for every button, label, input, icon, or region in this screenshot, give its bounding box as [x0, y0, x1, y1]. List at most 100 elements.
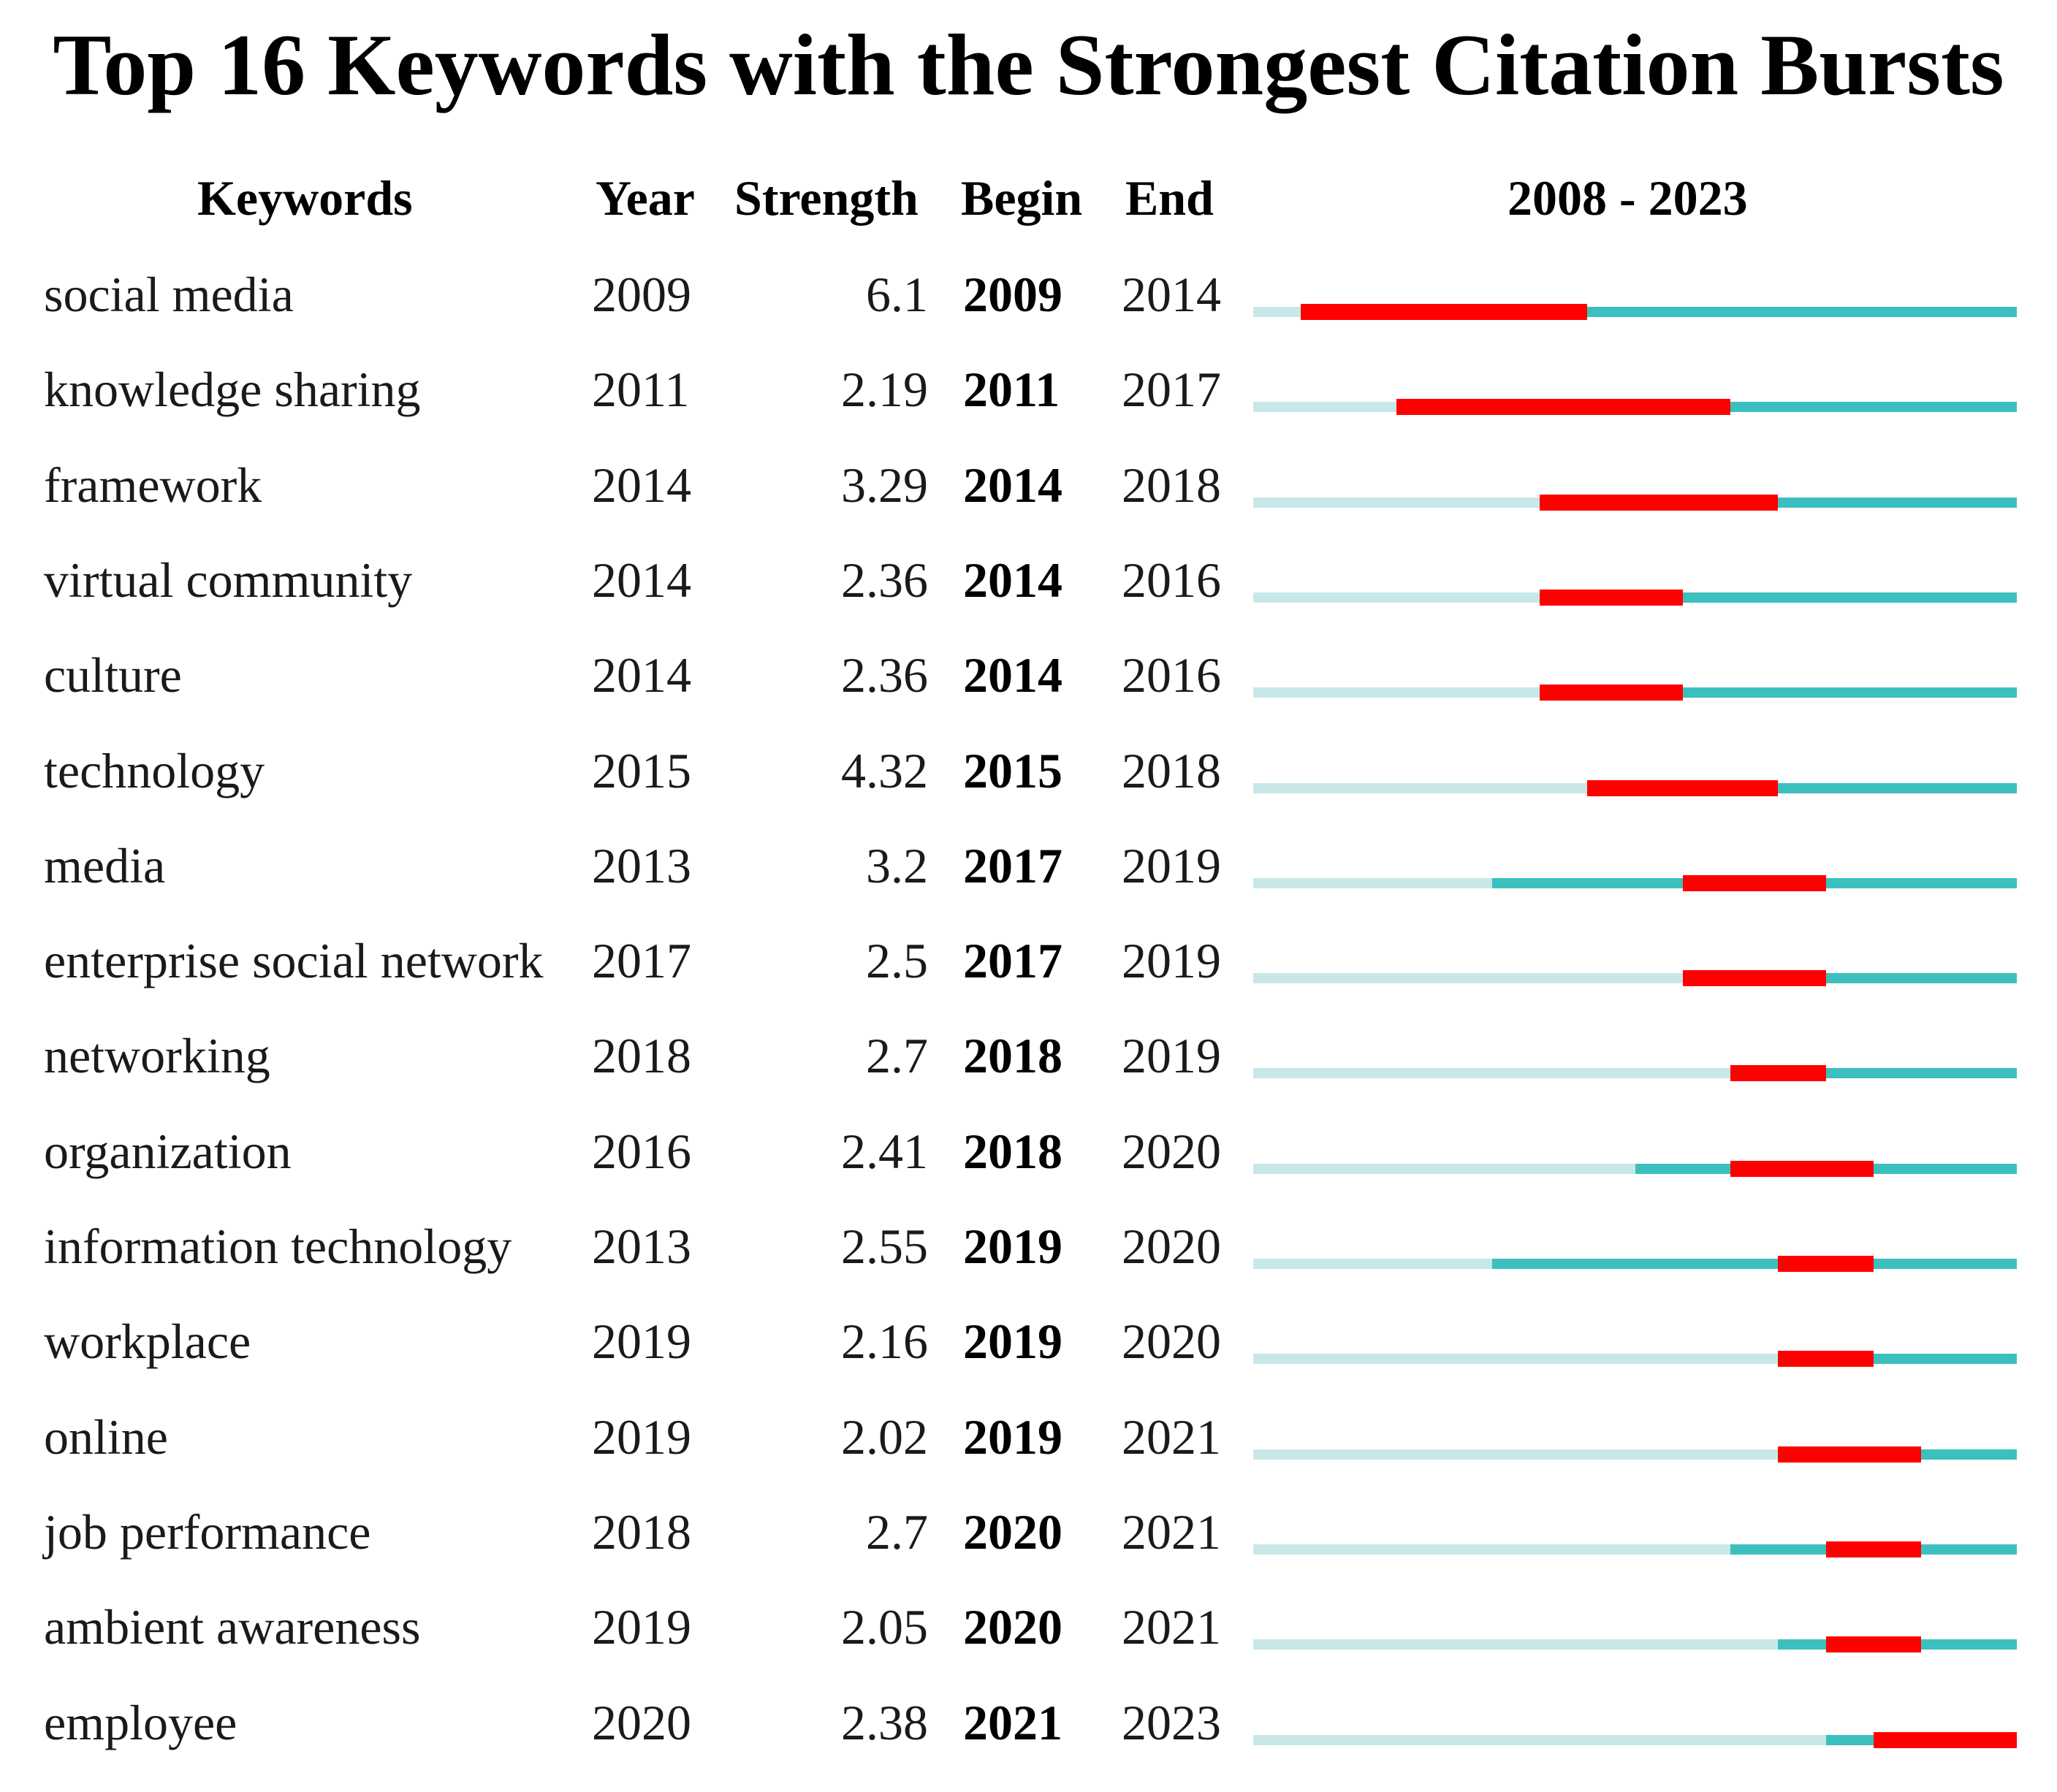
year-cell: 2019: [592, 1599, 691, 1655]
year-cell: 2011: [592, 362, 690, 418]
strength-cell: 2.19: [841, 362, 928, 418]
year-cell: 2009: [592, 267, 691, 322]
table-row: workplace 2019 2.16 2019 2020: [0, 1301, 2057, 1396]
end-cell: 2016: [1122, 647, 1221, 704]
burst-timeline: [1253, 1541, 2017, 1557]
end-cell: 2020: [1122, 1123, 1221, 1179]
strength-cell: 2.36: [841, 552, 928, 608]
year-cell: 2014: [592, 457, 691, 513]
table-row: knowledge sharing 2011 2.19 2011 2017: [0, 349, 2057, 444]
year-cell: 2018: [592, 1503, 691, 1560]
header-year: Year: [596, 170, 695, 226]
keyword-cell: job performance: [44, 1503, 371, 1560]
end-cell: 2018: [1122, 742, 1221, 798]
burst-timeline: [1253, 1351, 2017, 1368]
timeline-burst-segment: [1825, 1541, 1922, 1557]
table-row: virtual community 2014 2.36 2014 2016: [0, 540, 2057, 635]
timeline-burst-segment: [1396, 399, 1731, 416]
begin-cell: 2014: [963, 552, 1062, 608]
begin-cell: 2017: [963, 933, 1062, 989]
year-cell: 2015: [592, 742, 691, 798]
table-row: media 2013 3.2 2017 2019: [0, 826, 2057, 920]
burst-timeline: [1253, 685, 2017, 701]
keyword-cell: framework: [44, 457, 262, 513]
begin-cell: 2021: [963, 1694, 1062, 1750]
table-row: technology 2015 4.32 2015 2018: [0, 731, 2057, 826]
begin-cell: 2018: [963, 1028, 1062, 1084]
begin-cell: 2020: [963, 1599, 1062, 1655]
timeline-burst-segment: [1301, 304, 1588, 320]
burst-timeline: [1253, 970, 2017, 987]
keyword-cell: employee: [44, 1694, 237, 1750]
end-cell: 2021: [1122, 1408, 1221, 1465]
year-cell: 2020: [592, 1694, 691, 1750]
begin-cell: 2020: [963, 1503, 1062, 1560]
end-cell: 2017: [1122, 362, 1221, 418]
begin-cell: 2014: [963, 457, 1062, 513]
burst-timeline: [1253, 399, 2017, 416]
keyword-cell: technology: [44, 742, 265, 798]
begin-cell: 2014: [963, 647, 1062, 704]
strength-cell: 2.05: [841, 1599, 928, 1655]
burst-timeline: [1253, 779, 2017, 796]
keyword-cell: ambient awareness: [44, 1599, 421, 1655]
table-row: framework 2014 3.29 2014 2018: [0, 445, 2057, 540]
burst-timeline: [1253, 1160, 2017, 1177]
strength-cell: 2.16: [841, 1314, 928, 1370]
end-cell: 2021: [1122, 1503, 1221, 1560]
burst-timeline: [1253, 1731, 2017, 1748]
keyword-cell: media: [44, 837, 166, 893]
begin-cell: 2019: [963, 1314, 1062, 1370]
timeline-burst-segment: [1778, 1256, 1874, 1272]
end-cell: 2019: [1122, 1028, 1221, 1084]
strength-cell: 3.2: [866, 837, 928, 893]
table-row: employee 2020 2.38 2021 2023: [0, 1682, 2057, 1777]
burst-timeline: [1253, 589, 2017, 606]
end-cell: 2023: [1122, 1694, 1221, 1750]
timeline-burst-segment: [1682, 874, 1826, 891]
begin-cell: 2019: [963, 1408, 1062, 1465]
timeline-burst-segment: [1539, 494, 1779, 511]
keyword-cell: knowledge sharing: [44, 362, 421, 418]
end-cell: 2020: [1122, 1219, 1221, 1274]
end-cell: 2016: [1122, 552, 1221, 608]
year-cell: 2013: [592, 1219, 691, 1274]
keyword-cell: virtual community: [44, 552, 413, 608]
keyword-cell: workplace: [44, 1314, 251, 1370]
begin-cell: 2017: [963, 837, 1062, 893]
table-row: networking 2018 2.7 2018 2019: [0, 1015, 2057, 1110]
timeline-burst-segment: [1587, 779, 1779, 796]
table-row: information technology 2013 2.55 2019 2020: [0, 1206, 2057, 1301]
begin-cell: 2011: [963, 362, 1060, 418]
year-cell: 2014: [592, 647, 691, 704]
strength-cell: 2.7: [866, 1503, 928, 1560]
timeline-burst-segment: [1874, 1731, 2017, 1748]
timeline-burst-segment: [1825, 1636, 1922, 1653]
year-cell: 2016: [592, 1123, 691, 1179]
strength-cell: 3.29: [841, 457, 928, 513]
keyword-cell: information technology: [44, 1219, 512, 1274]
timeline-burst-segment: [1778, 1351, 1874, 1368]
chart-title: Top 16 Keywords with the Strongest Citat…: [53, 16, 2004, 113]
keyword-cell: enterprise social network: [44, 933, 544, 989]
keyword-cell: organization: [44, 1123, 292, 1179]
keyword-cell: culture: [44, 647, 182, 704]
burst-timeline: [1253, 874, 2017, 891]
timeline-burst-segment: [1778, 1446, 1922, 1463]
burst-timeline: [1253, 304, 2017, 320]
burst-timeline: [1253, 1446, 2017, 1463]
strength-cell: 2.41: [841, 1123, 928, 1179]
year-cell: 2018: [592, 1028, 691, 1084]
timeline-burst-segment: [1539, 589, 1683, 606]
end-cell: 2014: [1122, 267, 1221, 322]
strength-cell: 2.5: [866, 933, 928, 989]
header-keywords: Keywords: [197, 170, 413, 226]
timeline-burst-segment: [1730, 1160, 1874, 1177]
burst-timeline: [1253, 1065, 2017, 1082]
header-begin: Begin: [961, 170, 1083, 226]
end-cell: 2020: [1122, 1314, 1221, 1370]
burst-timeline: [1253, 1636, 2017, 1653]
timeline-burst-segment: [1539, 685, 1683, 701]
timeline-burst-segment: [1730, 1065, 1826, 1082]
